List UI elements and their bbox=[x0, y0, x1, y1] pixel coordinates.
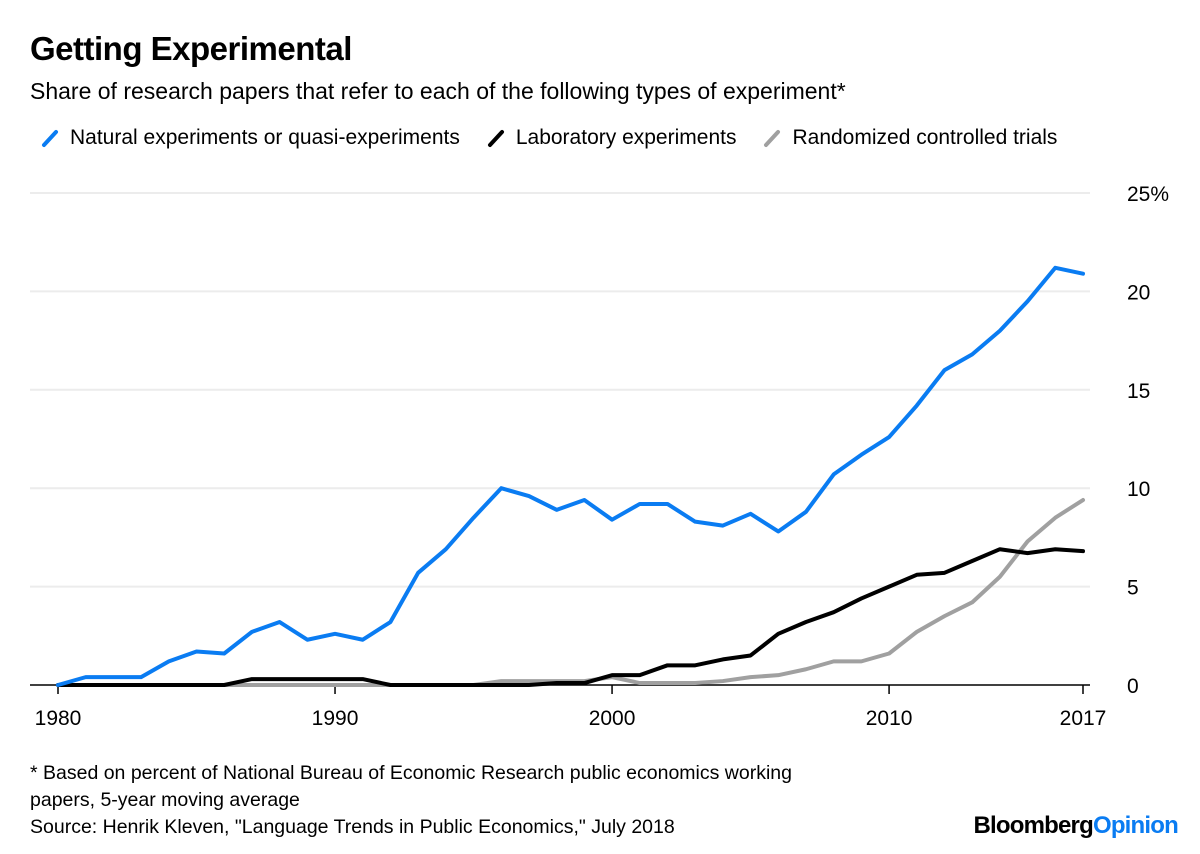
chart-title: Getting Experimental bbox=[30, 30, 352, 67]
series-line-0 bbox=[56, 265, 1085, 687]
legend-swatch-icon bbox=[42, 130, 58, 147]
chart-subtitle: Share of research papers that refer to e… bbox=[30, 78, 846, 104]
legend: Natural experiments or quasi-experiments… bbox=[40, 126, 1083, 150]
y-tick-label: 5 bbox=[1127, 577, 1139, 600]
source: Source: Henrik Kleven, "Language Trends … bbox=[30, 816, 675, 838]
series-line-1 bbox=[56, 547, 1085, 687]
legend-item: Randomized controlled trials bbox=[762, 126, 1057, 150]
x-tick-label: 2017 bbox=[1060, 707, 1107, 730]
y-tick-label: 15 bbox=[1127, 380, 1150, 403]
legend-label: Randomized controlled trials bbox=[792, 126, 1058, 149]
bloomberg-opinion-logo: BloombergOpinion bbox=[973, 812, 1178, 840]
x-tick-label: 1980 bbox=[35, 707, 82, 730]
series-line-2 bbox=[56, 498, 1085, 687]
legend-swatch-icon bbox=[487, 130, 504, 147]
legend-item: Natural experiments or quasi-experiments bbox=[40, 126, 460, 150]
x-tick-label: 2010 bbox=[866, 707, 913, 730]
y-tick-label: 0 bbox=[1127, 675, 1139, 698]
line-chart: 0 5 10 15 20 25% 1980 1990 2000 2010 2017 bbox=[30, 183, 1169, 730]
y-tick-label: 20 bbox=[1127, 281, 1150, 304]
x-tick-label: 2000 bbox=[589, 707, 636, 730]
legend-label: Laboratory experiments bbox=[515, 126, 737, 149]
legend-label: Natural experiments or quasi-experiments bbox=[70, 126, 460, 149]
footnote-continued: papers, 5-year moving average bbox=[30, 789, 300, 811]
y-tick-label: 25% bbox=[1127, 183, 1169, 206]
footnote: * Based on percent of National Bureau of… bbox=[30, 762, 792, 784]
logo-bloomberg: Bloomberg bbox=[973, 812, 1093, 839]
logo-opinion: Opinion bbox=[1092, 812, 1179, 839]
x-tick-label: 1990 bbox=[312, 707, 359, 730]
legend-item: Laboratory experiments bbox=[486, 126, 737, 150]
legend-swatch-icon bbox=[764, 130, 781, 147]
y-tick-label: 10 bbox=[1127, 478, 1150, 501]
